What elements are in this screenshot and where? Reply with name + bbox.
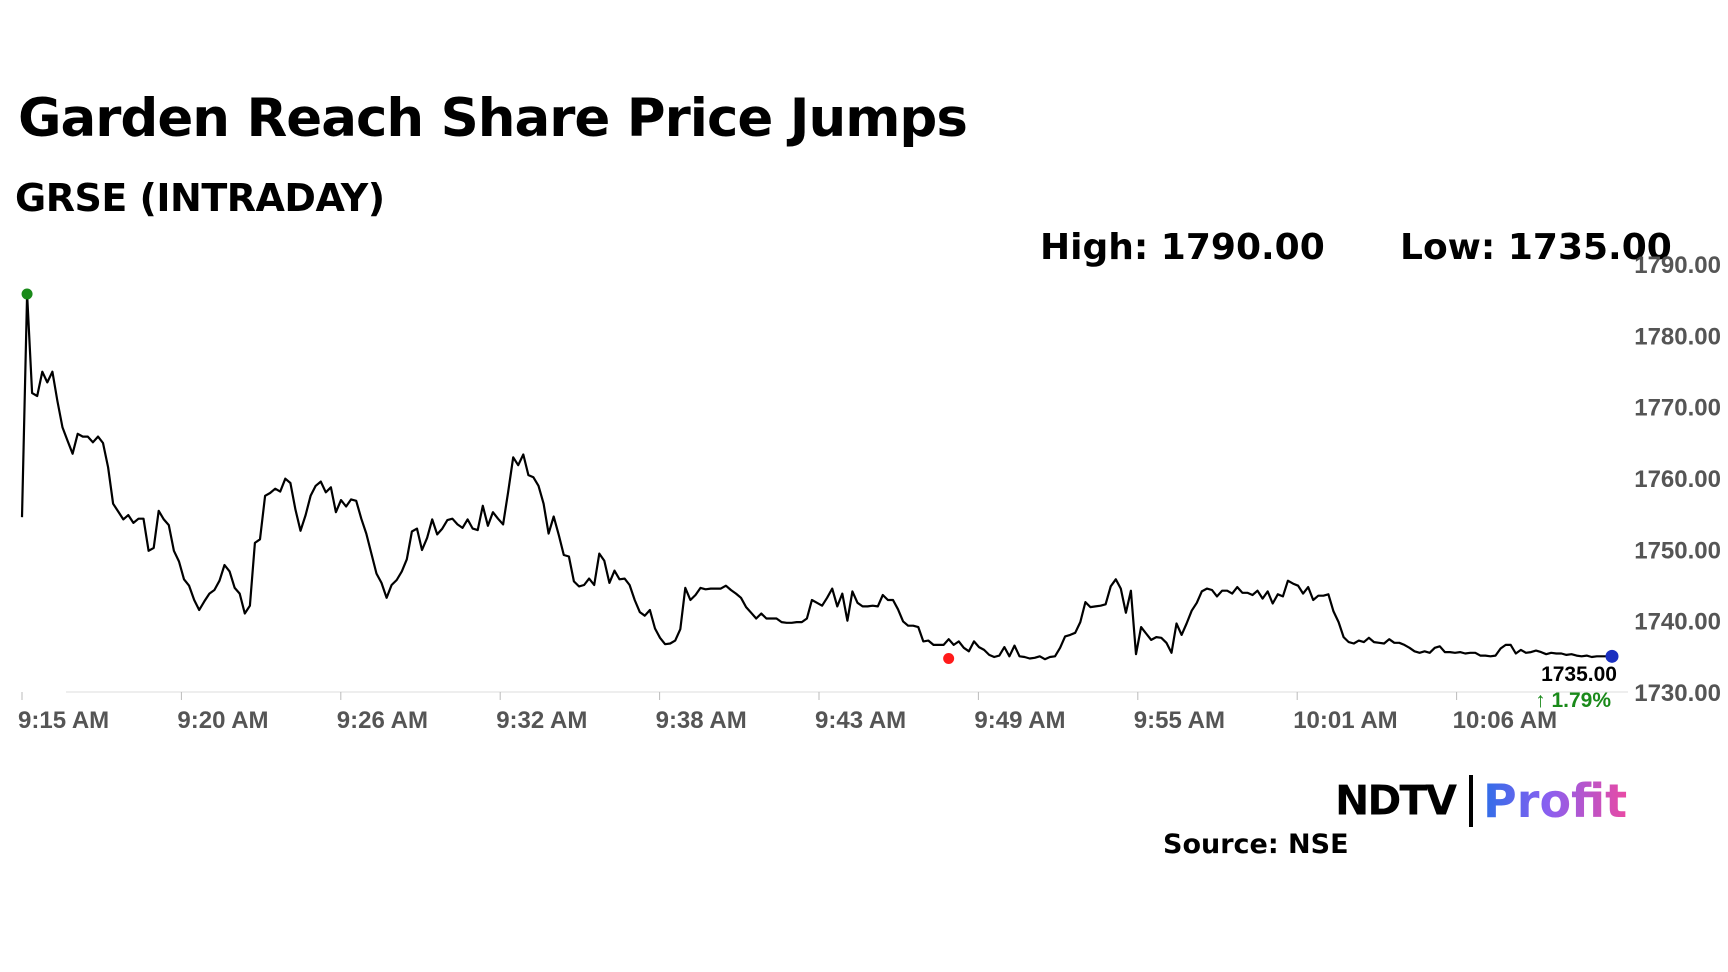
y-tick-label: 1780.00	[1634, 323, 1721, 350]
x-tick-label: 10:06 AM	[1453, 707, 1557, 734]
chart-axes: 1790.00 1780.00 1770.00 1760.00 1750.00 1740.…	[18, 252, 1721, 734]
x-tick-label: 9:55 AM	[1134, 707, 1225, 734]
x-tick-label: 9:26 AM	[337, 707, 428, 734]
source-note: Source: NSE	[1163, 829, 1349, 860]
chart-title: Garden Reach Share Price Jumps	[18, 88, 968, 149]
y-tick-label: 1790.00	[1634, 252, 1721, 279]
chart-plot-area: 1735.00 ↑ 1.79%	[20, 288, 1619, 712]
x-tick-label: 9:49 AM	[974, 707, 1065, 734]
x-tick-label: 9:20 AM	[177, 707, 268, 734]
logo-ndtv-text: NDTV	[1335, 776, 1457, 825]
logo-profit-text: Profit	[1483, 774, 1628, 828]
y-tick-label: 1770.00	[1634, 395, 1721, 422]
low-point-marker	[943, 652, 955, 664]
y-tick-label: 1750.00	[1634, 537, 1721, 564]
price-series-line	[20, 292, 1613, 661]
high-point-marker	[21, 288, 33, 300]
low-stat: Low: 1735.00	[1400, 227, 1672, 268]
x-tick-label: 9:32 AM	[496, 707, 587, 734]
y-tick-label: 1760.00	[1634, 466, 1721, 493]
ndtv-profit-logo: NDTV Profit	[1335, 775, 1627, 827]
chart-subtitle: GRSE (INTRADAY)	[15, 176, 385, 220]
logo-separator	[1469, 775, 1474, 827]
last-point-marker	[1605, 649, 1619, 663]
x-tick-label: 9:43 AM	[815, 707, 906, 734]
x-tick-label: 10:01 AM	[1293, 707, 1397, 734]
x-tick-label: 9:38 AM	[656, 707, 747, 734]
y-tick-label: 1740.00	[1634, 609, 1721, 636]
change-percent-label: ↑ 1.79%	[1535, 689, 1611, 712]
last-value-label: 1735.00	[1541, 663, 1617, 686]
high-stat: High: 1790.00	[1040, 227, 1325, 268]
y-tick-label: 1730.00	[1634, 680, 1721, 707]
x-tick-label: 9:15 AM	[18, 707, 109, 734]
